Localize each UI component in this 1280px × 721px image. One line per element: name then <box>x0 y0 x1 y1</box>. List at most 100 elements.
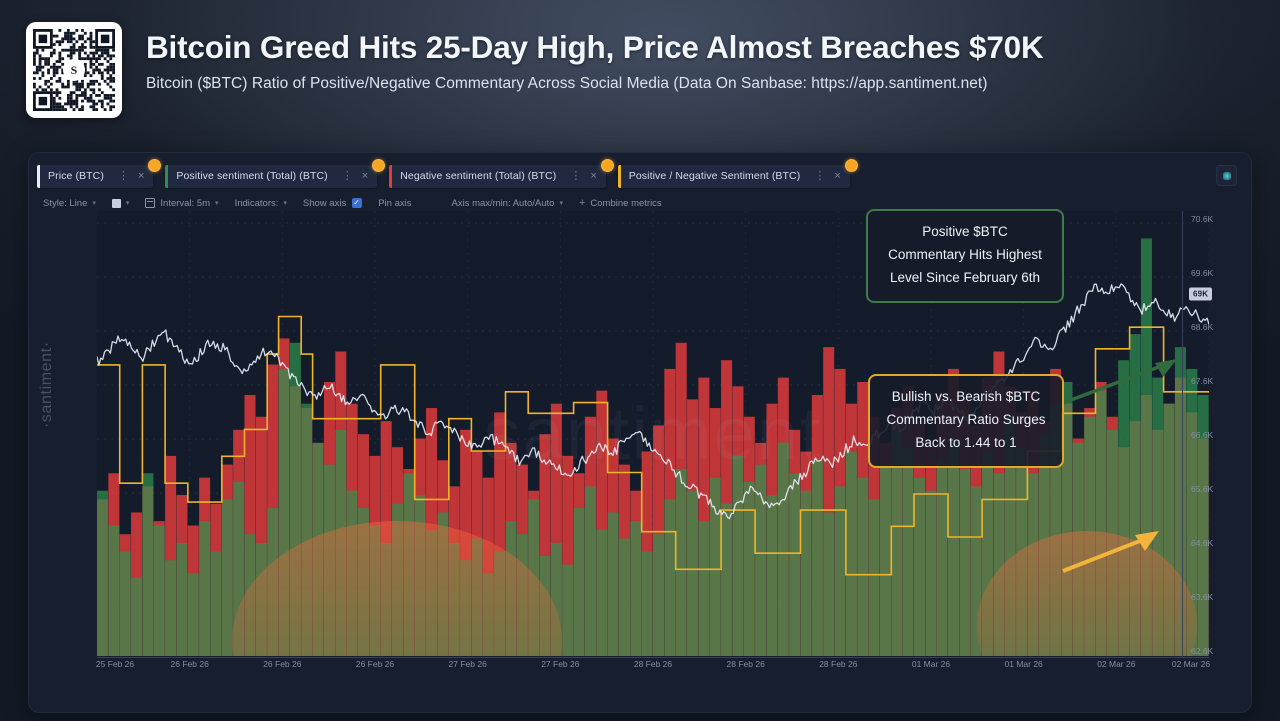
metric-chip-close-icon[interactable]: × <box>137 169 145 182</box>
y-axis-label: 67.6K <box>1191 376 1214 386</box>
y-axis-label: 70.6K <box>1191 214 1214 224</box>
chevron-down-icon: ▾ <box>92 200 96 207</box>
metric-chip-2[interactable]: Negative sentiment (Total) (BTC) ⋮ × <box>389 158 614 188</box>
style-label: Style: Line <box>43 197 88 209</box>
metric-chip-accent <box>389 164 393 188</box>
axis-minmax-label: Axis max/min: Auto/Auto <box>451 197 555 209</box>
chart-toolbar: Style: Line ▾ ▾ Interval: 5m ▾ Indicator… <box>43 195 678 211</box>
y-axis[interactable]: 70.6K 69.6K 68.6K 67.6K 66.6K 65.6K 64.6K 63.6K… <box>1183 211 1245 663</box>
chevron-down-icon: ▾ <box>215 200 219 207</box>
metric-chip-label: Positive sentiment (Total) (BTC) <box>176 170 328 182</box>
header: S Bitcoin Greed Hits 25-Day High, Price … <box>0 0 1280 142</box>
x-axis-label: 28 Feb 26 <box>633 659 673 669</box>
x-axis-label: 25 Feb 26 <box>95 659 135 669</box>
qr-code[interactable]: S <box>26 22 122 118</box>
page-subtitle: Bitcoin ($BTC) Ratio of Positive/Negativ… <box>146 75 988 93</box>
metric-chip-3[interactable]: Positive / Negative Sentiment (BTC) ⋮ × <box>617 158 858 188</box>
x-axis-label: 26 Feb 26 <box>170 659 209 669</box>
y-axis-label: 64.6K <box>1191 538 1214 548</box>
interval-dropdown[interactable]: Interval: 5m ▾ <box>145 197 219 209</box>
annotation-positive-commentary[interactable]: Positive $BTC Commentary Hits Highest Leve… <box>866 209 1064 303</box>
axis-minmax-dropdown[interactable]: Axis max/min: Auto/Auto ▾ <box>451 198 562 209</box>
y-axis-label: 68.6K <box>1191 322 1214 332</box>
y-axis-label: 62.6K <box>1191 646 1214 656</box>
page-title: Bitcoin Greed Hits 25-Day High, Price Al… <box>146 29 1044 65</box>
x-axis[interactable]: 25 Feb 26 26 Feb 26 26 Feb 26 26 Feb 26 27 F… <box>95 659 1211 677</box>
qr-code-canvas: S <box>33 29 115 111</box>
chevron-down-icon: ▾ <box>283 200 287 207</box>
metric-chip-badge[interactable] <box>844 158 858 172</box>
interval-label: Interval: 5m <box>160 197 211 209</box>
metric-chip-badge[interactable] <box>600 158 614 172</box>
annotation-line-0: Bullish vs. Bearish $BTC <box>891 389 1041 404</box>
indicators-dropdown[interactable]: Indicators: ▾ <box>235 198 287 209</box>
chart-panel: Price (BTC) ⋮ × Positive sentiment (Total) … <box>28 152 1252 713</box>
x-axis-label: 26 Feb 26 <box>355 659 395 669</box>
chevron-down-icon: ▾ <box>559 200 563 207</box>
metric-chip-label: Negative sentiment (Total) (BTC) <box>400 170 557 182</box>
y-axis-label: 63.6K <box>1191 592 1214 602</box>
chart-ratio-step-line <box>97 315 1209 576</box>
x-axis-label: 01 Mar 26 <box>911 659 951 669</box>
combine-metrics-button[interactable]: + Combine metrics <box>579 197 662 209</box>
plus-icon: + <box>578 197 586 209</box>
settings-icon <box>1222 171 1231 180</box>
x-axis-label: 26 Feb 26 <box>263 659 302 669</box>
metric-chip-accent <box>617 164 621 188</box>
annotation-line-1: Commentary Ratio Surges <box>886 412 1046 428</box>
metric-chip-accent <box>37 164 40 188</box>
metric-chip-accent <box>165 164 169 188</box>
metric-chip-label: Positive / Negative Sentiment (BTC) <box>628 170 801 182</box>
metric-chip-badge[interactable] <box>372 158 386 172</box>
chart-price-line <box>97 283 1209 520</box>
chart-svg <box>97 211 1209 656</box>
qr-center-logo: S <box>63 59 85 81</box>
y-axis-line <box>1182 211 1183 658</box>
metric-chip-close-icon[interactable]: × <box>834 169 841 182</box>
metric-chips-row: Price (BTC) ⋮ × Positive sentiment (Total) … <box>37 158 1243 189</box>
y-axis-label: 66.6K <box>1191 430 1214 440</box>
metric-chip-badge[interactable] <box>148 158 162 172</box>
show-axis-toggle[interactable]: Show axis <box>302 197 363 209</box>
checkbox-checked-icon[interactable] <box>352 197 363 208</box>
annotation-line-1: Commentary Hits Highest <box>888 247 1042 263</box>
x-axis-label: 02 Mar 26 <box>1171 659 1211 669</box>
santiment-watermark-side: ·santiment· <box>38 341 55 428</box>
metric-chip-menu-icon[interactable]: ⋮ <box>814 169 826 182</box>
pin-axis-button[interactable]: Pin axis <box>378 198 411 209</box>
metric-chip-menu-icon[interactable]: ⋮ <box>341 169 353 182</box>
metric-chip-1[interactable]: Positive sentiment (Total) (BTC) ⋮ × <box>165 158 386 188</box>
y-axis-label: 65.6K <box>1191 484 1214 494</box>
header-text: Bitcoin Greed Hits 25-Day High, Price Al… <box>146 22 1044 93</box>
metric-chip-close-icon[interactable]: × <box>361 169 369 182</box>
color-swatch-dropdown[interactable]: ▾ <box>111 198 130 208</box>
x-axis-line <box>97 657 1209 658</box>
metric-chip-menu-icon[interactable]: ⋮ <box>117 169 129 182</box>
x-axis-label: 02 Mar 26 <box>1097 659 1136 669</box>
current-price-marker: 69K <box>1189 287 1213 301</box>
metric-chip-label: Price (BTC) <box>48 170 104 182</box>
metric-chip-close-icon[interactable]: × <box>590 169 597 182</box>
show-axis-label: Show axis <box>302 197 347 209</box>
chart-plot-area[interactable]: santiment <box>97 211 1209 656</box>
style-dropdown[interactable]: Style: Line ▾ <box>43 198 96 209</box>
x-axis-label: 27 Feb 26 <box>448 659 487 669</box>
qr-code-svg <box>33 29 115 111</box>
metric-chip-0[interactable]: Price (BTC) ⋮ × <box>37 158 162 188</box>
x-axis-label: 01 Mar 26 <box>1004 659 1043 669</box>
pin-axis-label: Pin axis <box>378 197 412 209</box>
annotation-line-2: Back to 1.44 to 1 <box>915 435 1017 451</box>
annotation-line-2: Level Since February 6th <box>889 270 1041 286</box>
chevron-down-icon: ▾ <box>125 200 130 207</box>
x-axis-label: 28 Feb 26 <box>726 659 765 669</box>
combine-metrics-label: Combine metrics <box>590 197 662 209</box>
annotation-ratio-surge[interactable]: Bullish vs. Bearish $BTC Commentary Ratio… <box>868 374 1064 468</box>
chart-settings-button[interactable] <box>1216 165 1237 186</box>
x-axis-label: 27 Feb 26 <box>541 659 580 669</box>
x-axis-label: 28 Feb 26 <box>819 659 858 669</box>
calendar-icon <box>145 198 156 208</box>
y-axis-label: 69.6K <box>1191 268 1214 278</box>
metric-chip-menu-icon[interactable]: ⋮ <box>570 169 582 182</box>
annotation-line-0: Positive $BTC <box>922 224 1008 239</box>
